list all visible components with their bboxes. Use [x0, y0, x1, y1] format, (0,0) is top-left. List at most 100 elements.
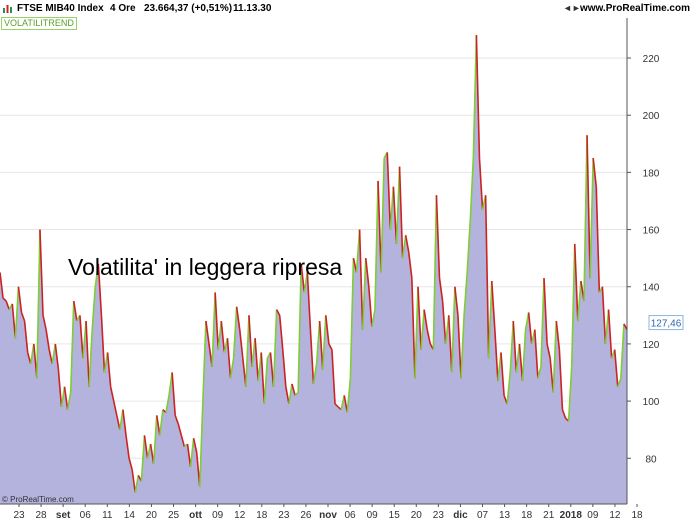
timeframe: 4 Ore — [110, 3, 136, 14]
line-segment — [487, 280, 493, 359]
line-segment — [371, 309, 376, 327]
line-segment — [20, 312, 26, 322]
chart-icon[interactable] — [3, 4, 12, 13]
line-segment — [29, 343, 35, 365]
line-segment — [472, 35, 478, 159]
line-segment — [395, 166, 401, 244]
line-segment — [331, 349, 336, 404]
price-change: 23.664,37 (+0,51%) — [144, 3, 233, 14]
line-segment — [475, 35, 481, 159]
line-segment — [226, 338, 232, 379]
last-value-box — [648, 315, 684, 331]
line-segment — [272, 309, 278, 387]
line-segment — [537, 366, 542, 379]
y-axis: 80 100 120 140 160 180 200 220 — [626, 18, 660, 504]
line-segment — [358, 229, 364, 330]
line-segment — [2, 297, 7, 302]
line-segment — [69, 300, 75, 393]
line-segment — [51, 343, 57, 365]
line-segment — [315, 320, 321, 364]
line-segment — [374, 180, 379, 310]
chart-header: FTSE MIB40 Index 4 Ore 23.664,37 (+0,51%… — [0, 0, 696, 18]
line-segment — [555, 320, 561, 350]
line-segment — [521, 329, 527, 382]
line-segment — [543, 278, 548, 344]
x-axis: 23 28 set 06 11 14 20 25 ott 09 12 18 23 26 nov 06 09 15 2… — [0, 503, 643, 521]
line-segment — [484, 195, 490, 359]
line-segment — [567, 366, 573, 422]
line-segment — [389, 186, 395, 230]
site-url[interactable]: www.ProRealTime.com — [579, 3, 690, 14]
line-segment — [478, 158, 484, 210]
line-segment — [134, 475, 140, 493]
line-segment — [420, 309, 425, 350]
line-segment — [583, 135, 588, 302]
x-tick-label: 06 — [345, 510, 357, 521]
indicator-label[interactable]: VOLATILITREND — [1, 17, 77, 30]
line-segment — [103, 352, 109, 373]
x-tick-label: 09 — [587, 510, 599, 521]
line-segment — [620, 323, 625, 379]
x-tick-label: 21 — [543, 510, 555, 521]
line-segment — [312, 363, 318, 385]
line-segment — [515, 343, 521, 373]
line-segment — [377, 180, 382, 273]
y-tick-label: 140 — [643, 283, 660, 294]
line-segment — [17, 286, 23, 313]
line-segment — [217, 320, 223, 350]
line-segment — [72, 300, 78, 322]
x-tick-label: 11 — [102, 510, 113, 521]
line-segment — [417, 286, 422, 350]
line-segment — [177, 423, 183, 436]
line-segment — [592, 157, 598, 187]
instrument-name: FTSE MIB40 Index — [17, 3, 104, 14]
line-segment — [260, 352, 266, 404]
line-segment — [623, 323, 628, 330]
line-segment — [48, 349, 54, 365]
line-segment — [192, 438, 198, 453]
line-segment — [220, 320, 226, 353]
line-segment — [263, 358, 269, 404]
line-segment — [601, 286, 607, 344]
x-tick-label: set — [56, 510, 71, 521]
line-segment — [294, 391, 299, 396]
line-segment — [380, 158, 385, 273]
line-segment — [140, 435, 146, 482]
line-segment — [490, 280, 496, 330]
line-segment — [106, 352, 112, 387]
copyright: © ProRealTime.com — [2, 495, 74, 504]
line-segment — [558, 349, 564, 410]
line-segment — [469, 158, 475, 222]
line-segment — [604, 309, 610, 344]
x-tick-label: 14 — [124, 510, 136, 521]
line-segment — [174, 415, 180, 425]
line-segment — [438, 278, 444, 302]
line-segment — [159, 409, 164, 436]
line-segment — [88, 329, 94, 387]
line-segment — [401, 235, 407, 259]
quote-time: 11.13.30 — [233, 3, 272, 14]
line-segment — [494, 329, 499, 382]
x-tick-label: 25 — [168, 510, 180, 521]
line-segment — [386, 152, 392, 230]
line-segment — [411, 278, 416, 379]
line-segment — [45, 329, 50, 350]
last-value-label: 127,46 — [651, 319, 682, 330]
line-segment — [128, 458, 133, 470]
line-segment — [79, 315, 84, 359]
line-segment — [152, 415, 158, 465]
line-segment — [11, 303, 17, 339]
arrow-icon[interactable]: ◄► — [563, 3, 581, 13]
line-segment — [368, 286, 373, 327]
line-segment — [91, 286, 97, 330]
line-segment — [364, 258, 370, 287]
x-tick-label: 23 — [433, 510, 445, 521]
line-segment — [435, 195, 441, 279]
line-segment — [186, 443, 192, 467]
line-segment — [426, 329, 432, 345]
line-segment — [211, 292, 216, 367]
line-segment — [404, 235, 410, 253]
line-segment — [112, 400, 118, 416]
line-segment — [334, 403, 339, 408]
line-segment — [42, 315, 47, 330]
